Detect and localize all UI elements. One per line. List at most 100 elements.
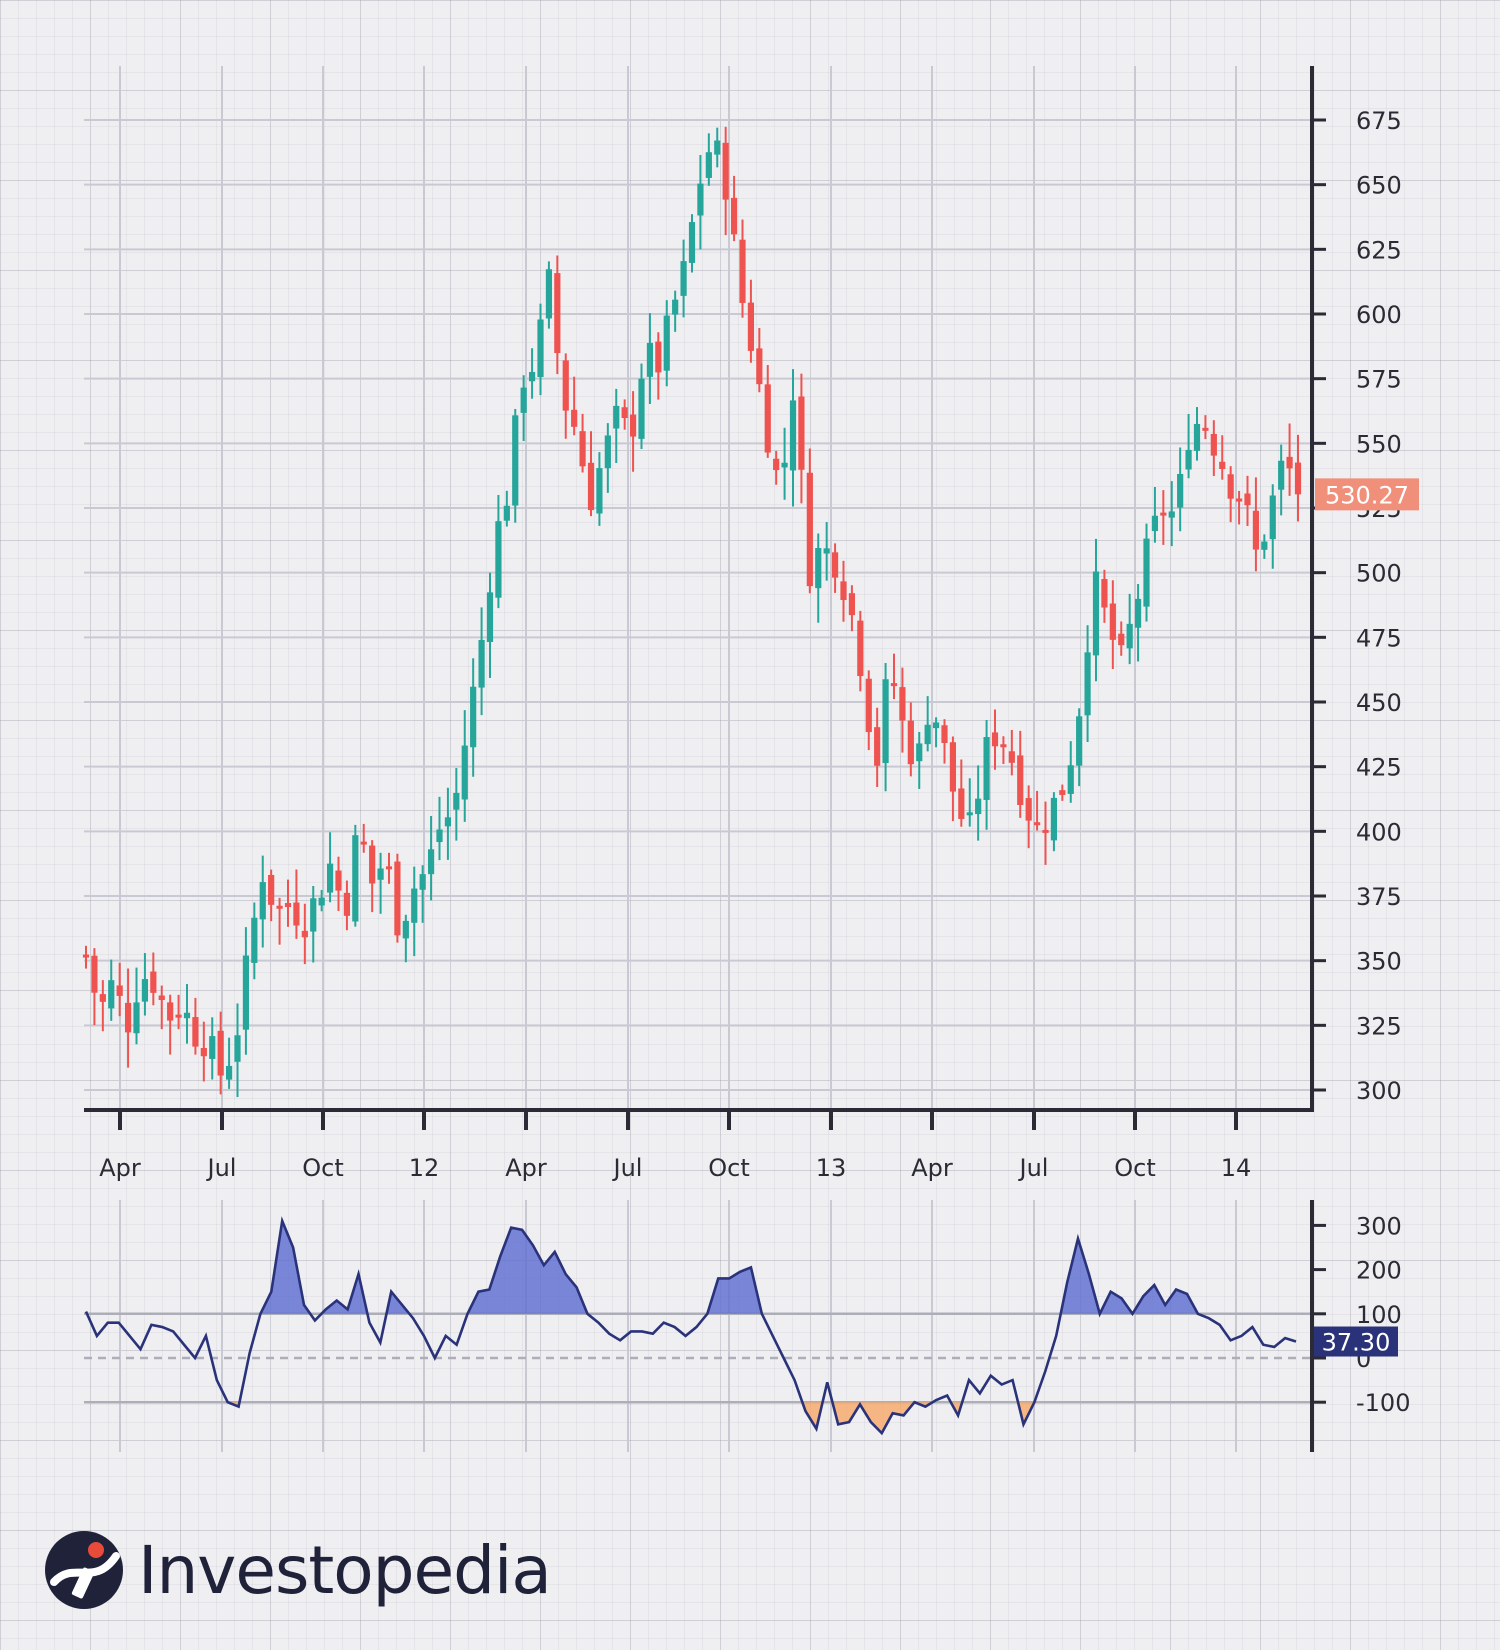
candle [293,869,300,939]
candle [1269,484,1276,569]
candle [596,452,603,526]
candle-body [242,955,250,1030]
candle [419,865,426,923]
candle [82,945,90,969]
candle-body [764,384,771,453]
cci-overbought-fill [260,1220,311,1314]
candle-body [486,592,494,643]
candle-body [1067,765,1074,794]
candle [655,332,662,400]
candle [1294,434,1302,522]
candle [242,927,250,1055]
x-axis-tick-label: Oct [302,1154,344,1182]
candle [141,953,149,1016]
candle [1084,625,1091,743]
candle-body [1134,598,1142,628]
candle [251,902,258,980]
candle [369,840,376,913]
candle [1076,708,1083,787]
candle-body [554,273,561,354]
candle [604,423,611,493]
candle [503,490,510,527]
price-y-tick-label: 650 [1356,172,1402,200]
candle-body [284,902,292,908]
candle [99,980,106,1032]
candle-body [747,302,755,351]
candle-body [167,1002,174,1021]
candle [158,985,165,1030]
candle-body [520,387,527,413]
candle [739,219,746,318]
candle-body [705,152,712,178]
price-y-tick-label: 475 [1356,624,1402,652]
candle [1210,420,1217,476]
candle-body [394,861,401,936]
candle-body [377,868,384,880]
axes [84,66,1326,1452]
price-y-tick-label: 300 [1356,1077,1402,1105]
candle-body [225,1065,233,1080]
candle-body [941,725,948,744]
axis-labels: 3003253503754004254504755005255505756006… [99,107,1410,1417]
candle-body [823,548,830,554]
candle [848,585,856,632]
candle [133,967,140,1045]
candle-body [1210,433,1217,456]
candle [402,914,409,963]
candle [1219,435,1226,480]
candle [394,853,401,943]
candle-body [268,874,275,905]
candle-body [1084,652,1091,716]
candle-body [478,639,485,688]
candle [815,533,822,623]
candle-body [1286,456,1293,469]
x-axis-tick-label: Apr [99,1154,141,1182]
x-axis-tick-label: Apr [911,1154,953,1182]
candle-body [1252,510,1260,550]
candle [225,1037,233,1089]
candle [1168,481,1175,547]
candle-body [1025,798,1032,821]
cci-y-tick-label: 200 [1356,1257,1402,1285]
candle-body [848,593,856,616]
candle-body [402,920,409,939]
candle-body [1168,511,1175,518]
price-y-tick-label: 400 [1356,818,1402,846]
candle-body [655,341,662,373]
candle-body [882,679,889,764]
candle-body [293,902,300,926]
candle-body [1059,790,1066,795]
candle [91,948,98,1026]
x-axis-tick-label: Oct [708,1154,750,1182]
cci-y-tick-label: -100 [1356,1389,1410,1417]
candle-body [604,435,611,469]
candle-body [301,930,308,938]
candle-body [124,1002,132,1033]
candle-body [461,745,468,800]
candle-body [436,829,443,843]
candle-body [596,468,603,514]
price-candles [82,126,1302,1098]
candle-body [1193,423,1201,451]
candle [200,1021,207,1082]
candle-body [1126,623,1133,649]
candle [882,662,889,792]
candle [183,984,191,1044]
candle-body [1050,797,1058,841]
candle [1235,490,1243,525]
candle-body [865,678,872,733]
candle [730,175,738,242]
candle [108,959,115,1021]
candle-body [756,348,763,385]
candle-body [326,863,334,893]
candle [991,709,999,770]
candle-body [427,849,435,875]
candle [217,1011,224,1095]
candle [798,373,805,504]
x-axis-tick-label: 13 [816,1154,847,1182]
candle-body [831,552,839,578]
candle [1143,523,1150,622]
candle [907,702,914,777]
candle [318,890,325,912]
candle-body [1118,633,1125,646]
